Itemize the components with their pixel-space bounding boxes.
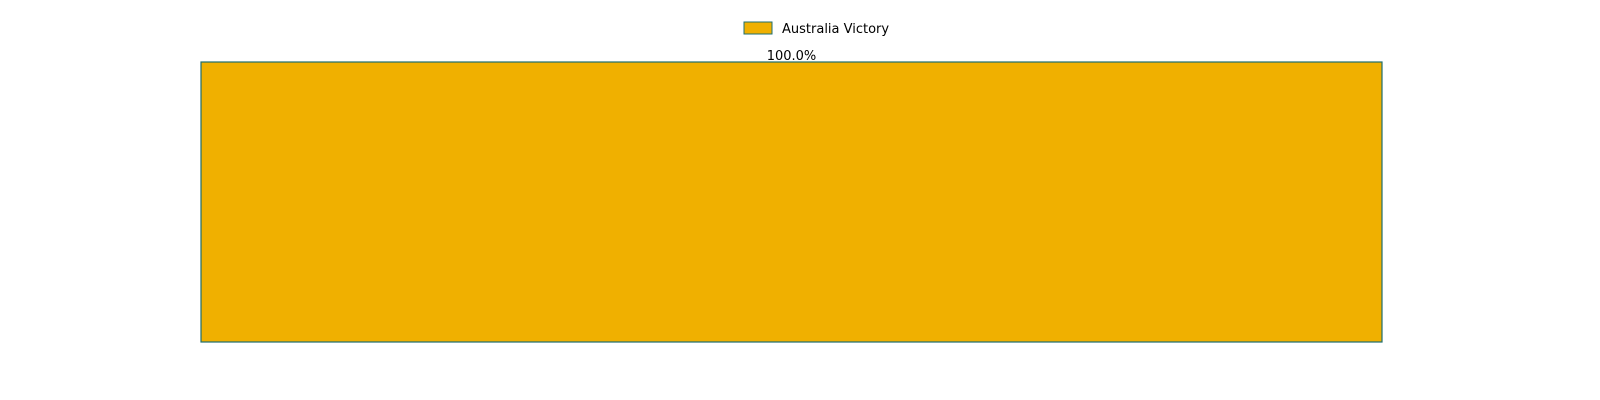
legend-swatch [743, 21, 773, 35]
bar-segment [200, 61, 1383, 343]
legend: Australia Victory [743, 21, 889, 37]
data-label: 100.0% [767, 49, 817, 64]
plot-area: 100.0% [200, 49, 1383, 343]
legend-label: Australia Victory [782, 22, 889, 37]
